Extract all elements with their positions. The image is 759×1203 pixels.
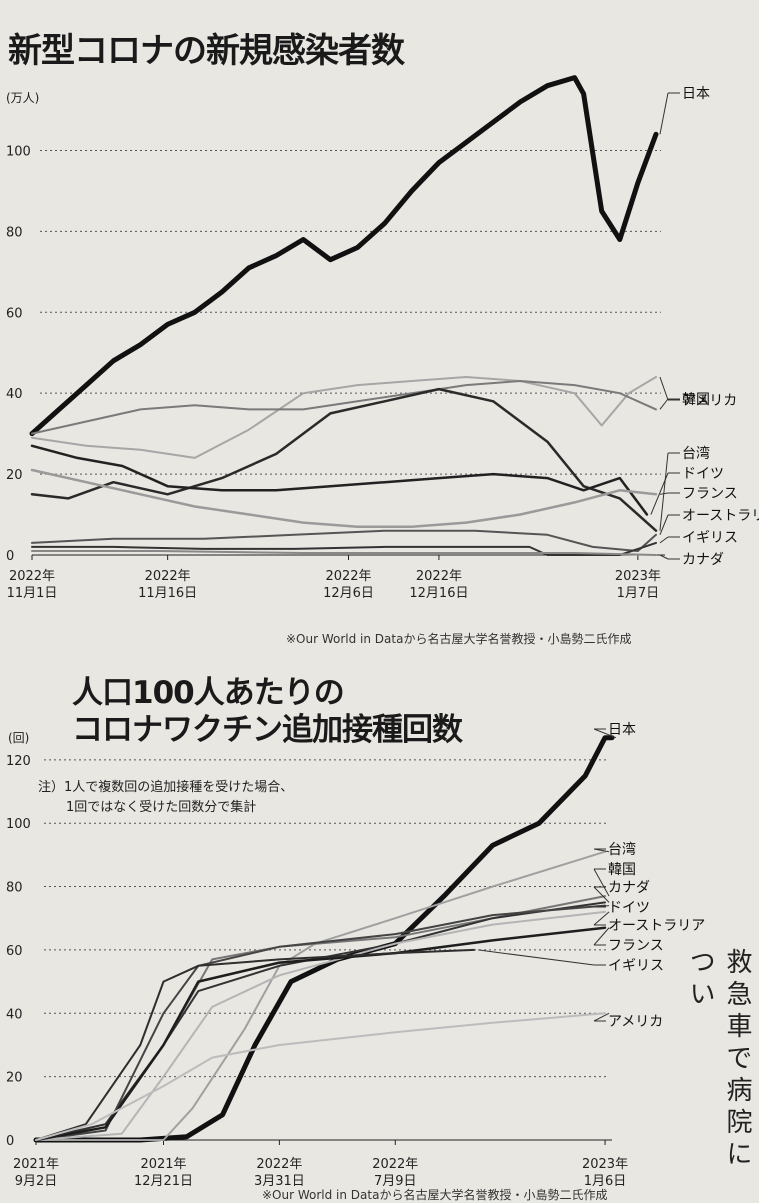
y-tick-label: 40	[6, 387, 23, 402]
legend-label-アメリカ: アメリカ	[682, 393, 737, 409]
legend-leader	[593, 868, 610, 897]
y-tick-label: 80	[6, 881, 23, 896]
series-line-オーストラリア	[31, 529, 657, 552]
legend-leader	[659, 398, 669, 410]
series-line-フランス	[34, 926, 607, 1142]
series-line-台湾	[30, 387, 658, 532]
x-tick-label: 7月9日	[374, 1174, 417, 1189]
legend-label-日本: 日本	[608, 722, 636, 738]
legend-label-カナダ: カナダ	[682, 552, 724, 568]
chart2-note-line2: 1回ではなく受けた回数分で集計	[66, 800, 257, 815]
legend-label-フランス: フランス	[608, 938, 664, 954]
x-tick-label: 11月1日	[7, 586, 58, 601]
legend-leader	[593, 927, 610, 946]
legend-label-台湾: 台湾	[608, 841, 636, 858]
legend-leader	[593, 728, 617, 739]
x-tick-label: 2022年	[145, 569, 191, 584]
chart1-source: ※Our World in Dataから名古屋大学名誉教授・小島勢二氏作成	[286, 632, 632, 646]
legend-label-ドイツ: ドイツ	[682, 466, 724, 482]
legend-leader	[659, 554, 669, 560]
y-unit-label: (回)	[8, 731, 29, 745]
legend-label-オーストラリア: オーストラリア	[682, 508, 759, 524]
legend-leader	[478, 949, 595, 966]
legend-label-韓国: 韓国	[682, 392, 710, 408]
legend-label-ドイツ: ドイツ	[608, 900, 650, 916]
legend-leader	[659, 536, 669, 544]
y-tick-label: 120	[6, 754, 31, 769]
x-tick-label: 1月6日	[584, 1174, 627, 1189]
y-tick-label: 60	[6, 944, 23, 959]
x-tick-label: 1月7日	[617, 586, 660, 601]
x-tick-label: 12月6日	[323, 586, 374, 601]
legend-leader	[650, 472, 669, 515]
legend-label-台湾: 台湾	[682, 445, 710, 462]
series-line-韓国	[31, 380, 657, 435]
series-line-ドイツ	[30, 444, 649, 516]
legend-label-イギリス: イギリス	[608, 958, 664, 974]
chart2-plot: (回) 0 20 40 60 80 100 120 2021年 9月2日 2021年 12月21日 20…	[6, 722, 705, 1189]
legend-leader	[659, 492, 669, 495]
x-tick-label: 12月16日	[409, 586, 468, 601]
legend-leader	[659, 514, 669, 535]
y-tick-label: 0	[6, 549, 14, 564]
legend-label-アメリカ: アメリカ	[608, 1014, 663, 1030]
series-line-オーストラリア	[35, 910, 606, 1141]
legend-label-韓国: 韓国	[608, 862, 636, 878]
y-tick-label: 100	[6, 144, 31, 159]
x-tick-label: 2022年	[416, 569, 462, 584]
x-tick-label: 3月31日	[254, 1174, 305, 1189]
chart2-note-line1: 注）1人で複数回の追加接種を受けた場合、	[38, 780, 294, 795]
series-line-アメリカ	[35, 1012, 606, 1141]
legend-label-オーストラリア: オーストラリア	[608, 918, 705, 934]
y-tick-label: 20	[6, 1071, 23, 1086]
legend-label-イギリス: イギリス	[682, 530, 738, 546]
series-line-日本	[29, 75, 659, 437]
chart1-plot: (万人) 0 20 40 60 80 100 2022年 11月1日 2022年 11月16日 202…	[6, 75, 759, 601]
y-tick-label: 100	[6, 817, 31, 832]
x-tick-label: 2023年	[582, 1157, 628, 1172]
x-tick-label: 2021年	[140, 1157, 186, 1172]
sidebar-vertical-text: 救急車で病院につい	[685, 948, 752, 1172]
y-tick-label: 20	[6, 468, 23, 483]
legend-leader	[659, 376, 669, 401]
chart2-source: ※Our World in Dataから名古屋大学名誉教授・小島勢二氏作成	[262, 1188, 608, 1202]
chart2-title-line1: 人口100人あたりの	[72, 675, 345, 711]
chart2-title-line2: コロナワクチン追加接種回数	[72, 712, 463, 748]
chart1-title: 新型コロナの新規感染者数	[8, 31, 405, 71]
legend-leader	[593, 886, 610, 903]
legend-leader	[659, 92, 669, 135]
x-tick-label: 12月21日	[134, 1174, 193, 1189]
series-line-カナダ	[31, 550, 657, 556]
x-tick-label: 2022年	[372, 1157, 418, 1172]
y-tick-label: 80	[6, 225, 23, 240]
legend-label-フランス: フランス	[682, 486, 738, 502]
legend-label-日本: 日本	[682, 86, 710, 102]
legend-label-カナダ: カナダ	[608, 880, 650, 896]
x-tick-label: 2022年	[9, 569, 55, 584]
x-tick-label: 2022年	[256, 1157, 302, 1172]
legend-leader	[659, 452, 669, 531]
series-line-フランス	[30, 468, 658, 528]
y-tick-label: 60	[6, 306, 23, 321]
series-line-イギリス	[35, 948, 476, 1141]
y-unit-label: (万人)	[6, 91, 39, 105]
x-tick-label: 9月2日	[15, 1174, 58, 1189]
y-tick-label: 40	[6, 1007, 23, 1022]
x-tick-label: 2021年	[13, 1157, 59, 1172]
y-tick-label: 0	[6, 1134, 14, 1149]
series-line-イギリス	[31, 541, 657, 556]
x-tick-label: 11月16日	[138, 586, 197, 601]
legend-leader	[593, 911, 610, 926]
x-tick-label: 2023年	[615, 569, 661, 584]
series-line-アメリカ	[31, 376, 657, 459]
legend-leader	[593, 1012, 610, 1022]
x-tick-label: 2022年	[325, 569, 371, 584]
series-line-日本	[33, 735, 615, 1143]
